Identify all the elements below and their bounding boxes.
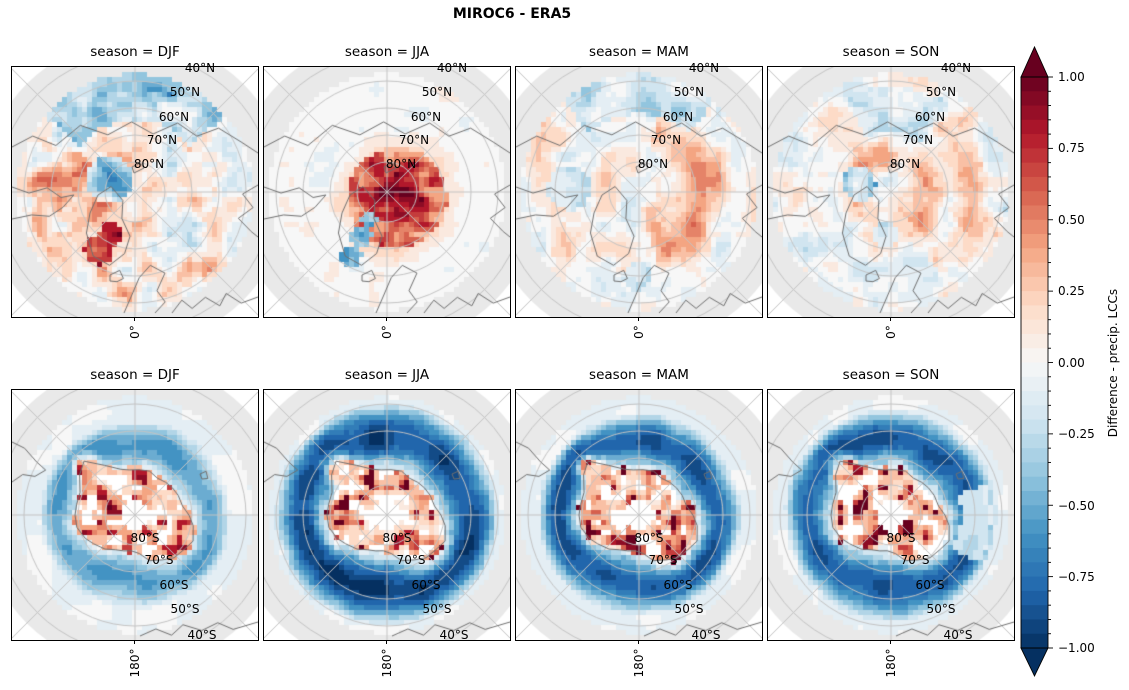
lat-label: 60°S — [663, 578, 693, 592]
lat-label: 60°S — [411, 578, 441, 592]
lat-label: 50°N — [169, 85, 201, 99]
x-tick-label: 180° — [380, 648, 394, 678]
lat-label: 40°N — [436, 61, 468, 75]
facet-panel-north-jja: season = JJA 40°N 50°N 60°N 70°N 80°N 0° — [263, 44, 511, 364]
colorbar-tick-label: −0.50 — [1058, 499, 1095, 513]
map-canvas-north-djf — [11, 66, 259, 318]
facet-panel-north-mam: season = MAM 40°N 50°N 60°N 70°N 80°N 0° — [515, 44, 763, 364]
lat-label: 40°N — [688, 61, 720, 75]
facet-title: season = JJA — [344, 44, 430, 60]
lat-label: 40°N — [940, 61, 972, 75]
facet-panel-south-jja: season = JJA 40°S 50°S 60°S 70°S 80°S 18… — [263, 367, 511, 687]
facet-panel-south-djf: season = DJF 40°S 50°S 60°S 70°S 80°S 18… — [11, 367, 259, 687]
lat-label: 80°N — [133, 157, 165, 171]
lat-label: 60°N — [914, 110, 946, 124]
colorbar-tick-label: 0.00 — [1058, 356, 1085, 370]
lat-label: 80°N — [385, 157, 417, 171]
x-tick-mark — [386, 640, 387, 644]
lat-label: 40°S — [187, 628, 217, 642]
lat-label: 50°S — [170, 602, 200, 616]
x-tick-label: 180° — [884, 648, 898, 678]
lat-label: 80°S — [130, 531, 160, 545]
lat-label: 40°N — [184, 61, 216, 75]
lat-label: 60°N — [410, 110, 442, 124]
x-tick-label: 0° — [884, 325, 898, 339]
x-tick-label: 0° — [128, 325, 142, 339]
lat-label: 60°S — [159, 578, 189, 592]
figure-title: MIROC6 - ERA5 — [452, 6, 572, 22]
lat-label: 70°S — [144, 553, 174, 567]
lat-label: 40°S — [943, 628, 973, 642]
facet-title: season = MAM — [589, 44, 689, 60]
lat-label: 50°N — [673, 85, 705, 99]
facet-panel-north-son: season = SON 40°N 50°N 60°N 70°N 80°N 0° — [767, 44, 1015, 364]
colorbar-tick-label: −0.75 — [1058, 570, 1095, 584]
facet-title: season = SON — [842, 44, 940, 60]
lat-label: 70°S — [648, 553, 678, 567]
lat-label: 50°N — [421, 85, 453, 99]
facet-title: season = JJA — [344, 367, 430, 383]
colorbar-tick-label: 1.00 — [1058, 70, 1085, 84]
lat-label: 70°N — [650, 133, 682, 147]
colorbar-tick-label: 0.50 — [1058, 213, 1085, 227]
lat-label: 50°S — [422, 602, 452, 616]
lat-label: 50°S — [926, 602, 956, 616]
map-canvas-north-son — [767, 66, 1015, 318]
x-tick-mark — [134, 317, 135, 321]
x-tick-label: 0° — [380, 325, 394, 339]
facet-panel-south-mam: season = MAM 40°S 50°S 60°S 70°S 80°S 18… — [515, 367, 763, 687]
map-canvas-south-jja — [263, 389, 511, 641]
lat-label: 80°N — [889, 157, 921, 171]
lat-label: 80°S — [886, 531, 916, 545]
map-canvas-south-djf — [11, 389, 259, 641]
x-tick-mark — [890, 640, 891, 644]
lat-label: 60°N — [158, 110, 190, 124]
colorbar: 1.00 0.75 0.50 0.25 0.00 −0.25 −0.50 −0.… — [1016, 42, 1129, 686]
map-canvas-north-mam — [515, 66, 763, 318]
lat-label: 40°S — [439, 628, 469, 642]
lat-label: 60°N — [662, 110, 694, 124]
map-canvas-south-son — [767, 389, 1015, 641]
colorbar-tick-label: −0.25 — [1058, 427, 1095, 441]
x-tick-mark — [890, 317, 891, 321]
facet-panel-north-djf: season = DJF 40°N 50°N 60°N 70°N 80°N 0° — [11, 44, 259, 364]
x-tick-mark — [134, 640, 135, 644]
lat-label: 50°N — [925, 85, 957, 99]
map-canvas-north-jja — [263, 66, 511, 318]
lat-label: 80°S — [382, 531, 412, 545]
x-tick-mark — [638, 317, 639, 321]
lat-label: 70°S — [396, 553, 426, 567]
facet-title: season = SON — [842, 367, 940, 383]
lat-label: 70°S — [900, 553, 930, 567]
lat-label: 70°N — [902, 133, 934, 147]
colorbar-tick-label: 0.75 — [1058, 141, 1085, 155]
facet-title: season = DJF — [90, 44, 180, 60]
lat-label: 40°S — [691, 628, 721, 642]
x-tick-label: 180° — [128, 648, 142, 678]
lat-label: 80°N — [637, 157, 669, 171]
x-tick-mark — [638, 640, 639, 644]
x-tick-mark — [386, 317, 387, 321]
x-tick-label: 180° — [632, 648, 646, 678]
x-tick-label: 0° — [632, 325, 646, 339]
facet-panel-south-son: season = SON 40°S 50°S 60°S 70°S 80°S 18… — [767, 367, 1015, 687]
lat-label: 50°S — [674, 602, 704, 616]
lat-label: 80°S — [634, 531, 664, 545]
colorbar-tick-label: 0.25 — [1058, 284, 1085, 298]
colorbar-tick-label: −1.00 — [1058, 641, 1095, 655]
map-canvas-south-mam — [515, 389, 763, 641]
lat-label: 60°S — [915, 578, 945, 592]
colorbar-axis-label: Difference - precip. LCCs — [1106, 288, 1120, 438]
colorbar-gradient — [1020, 45, 1053, 678]
lat-label: 70°N — [146, 133, 178, 147]
facet-title: season = DJF — [90, 367, 180, 383]
lat-label: 70°N — [398, 133, 430, 147]
facet-title: season = MAM — [589, 367, 689, 383]
